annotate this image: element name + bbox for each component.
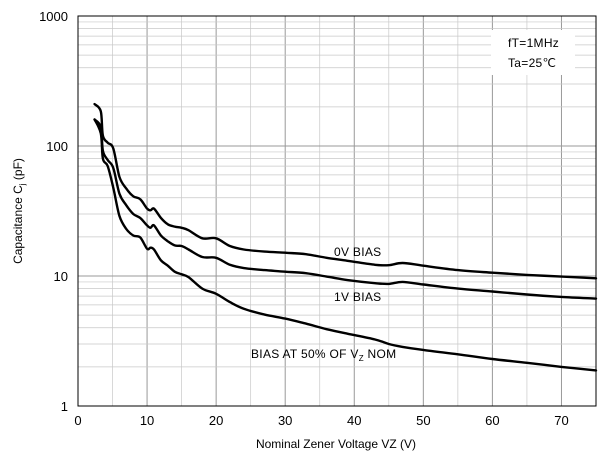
plot-frame	[77, 15, 597, 407]
x-tick-label: 40	[347, 413, 361, 428]
y-axis-title: Capacitance Cj (pF)	[11, 158, 27, 264]
x-tick-label: 30	[278, 413, 292, 428]
x-tick-label: 50	[416, 413, 430, 428]
y-tick-label: 1000	[39, 9, 68, 24]
x-tick-label: 0	[74, 413, 81, 428]
series-line-1	[93, 118, 598, 300]
x-tick-label: 60	[485, 413, 499, 428]
legend-background	[491, 30, 575, 75]
series-lines	[93, 102, 598, 372]
x-tick-label: 70	[554, 413, 568, 428]
y-tick-label: 100	[46, 139, 68, 154]
condition-frequency: fT=1MHz	[508, 36, 559, 50]
x-tick-label: 10	[140, 413, 154, 428]
series-line-0	[93, 102, 598, 280]
condition-temperature: Ta=25℃	[508, 56, 556, 70]
legend-box: fT=1MHz Ta=25℃	[491, 30, 575, 75]
y-tick-label: 10	[54, 269, 68, 284]
x-tick-label: 20	[209, 413, 223, 428]
x-axis-title: Nominal Zener Voltage VZ (V)	[256, 437, 416, 451]
series-label-1v-bias: 1V BIAS	[334, 290, 381, 304]
y-tick-label: 1	[61, 399, 68, 414]
series-label-0v-bias: 0V BIAS	[334, 245, 381, 259]
series-line-2	[93, 118, 598, 372]
series-label-50pct-bias: BIAS AT 50% OF VZ NOM	[251, 347, 396, 363]
tick-labels: 0 10 20 30 40 50 60 70 1 10 100 1000	[39, 9, 569, 428]
